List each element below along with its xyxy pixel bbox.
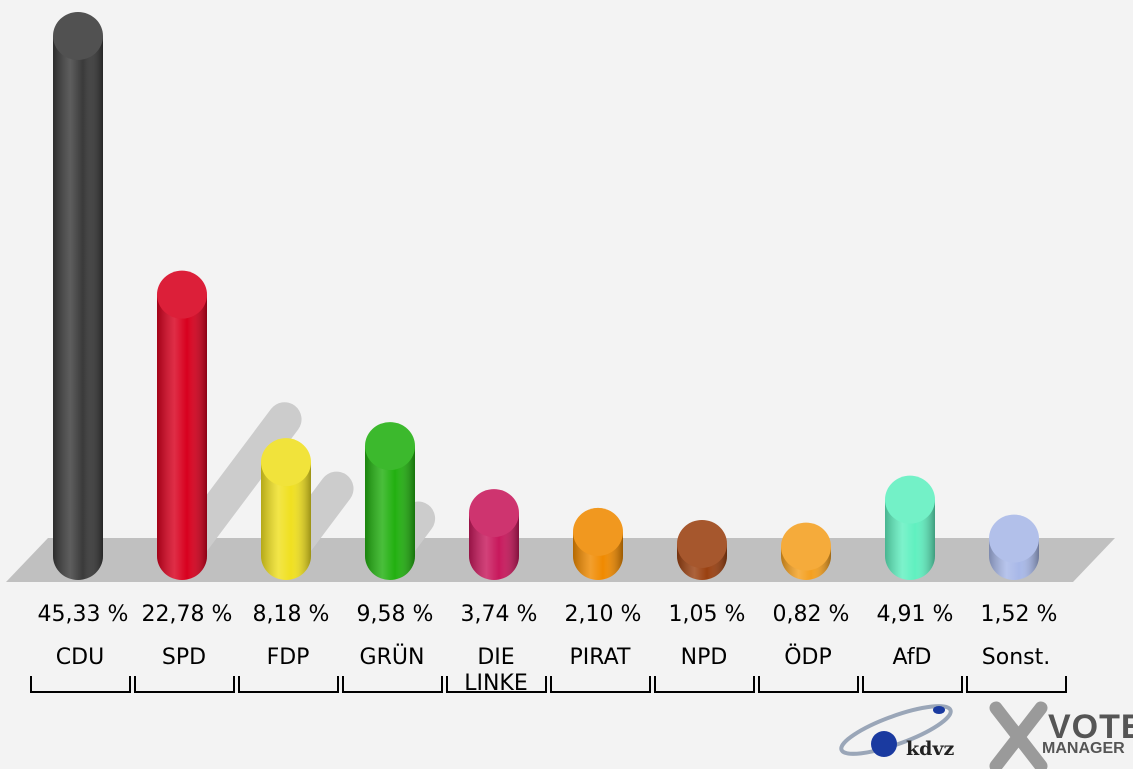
bar-pirat <box>573 507 623 580</box>
bar-sonst. <box>989 514 1039 580</box>
category-bracket-afd <box>862 676 963 693</box>
category-label-fdp: FDP <box>267 645 310 670</box>
value-label-grün: 9,58 % <box>357 602 434 627</box>
category-bracket-cdu <box>30 676 131 693</box>
category-label-die-linke: DIE <box>477 645 514 670</box>
category-label-grün: GRÜN <box>360 644 425 670</box>
value-label-pirat: 2,10 % <box>565 602 642 627</box>
category-bracket-sonst. <box>966 676 1067 693</box>
category-bracket-npd <box>654 676 755 693</box>
value-label-afd: 4,91 % <box>877 602 954 627</box>
value-label-die-linke: 3,74 % <box>461 602 538 627</box>
bar-npd <box>677 519 727 580</box>
category-bracket-spd <box>134 676 235 693</box>
votemanager-logo-manager: MANAGER <box>1042 740 1125 757</box>
category-label-afd: AfD <box>893 645 932 670</box>
category-label-npd: NPD <box>681 645 728 670</box>
value-label-spd: 22,78 % <box>142 602 233 627</box>
value-label-npd: 1,05 % <box>669 602 746 627</box>
value-label-ödp: 0,82 % <box>773 602 850 627</box>
value-label-sonst.: 1,52 % <box>981 602 1058 627</box>
bar-cdu <box>53 12 103 580</box>
category-bracket-fdp <box>238 676 339 693</box>
category-bracket-die-linke <box>446 676 547 693</box>
logo-area: kdvz VOTE MANAGER <box>836 700 1133 769</box>
kdvz-logo <box>839 701 1048 769</box>
category-bracket-pirat <box>550 676 651 693</box>
bar-spd <box>157 270 207 580</box>
value-label-cdu: 45,33 % <box>38 602 129 627</box>
category-label-pirat: PIRAT <box>570 645 631 670</box>
votemanager-logo-vote: VOTE <box>1048 708 1133 746</box>
category-bracket-ödp <box>758 676 859 693</box>
category-label-cdu: CDU <box>56 645 104 670</box>
category-label-ödp: ÖDP <box>784 644 832 670</box>
bar-die-linke <box>469 489 519 580</box>
value-label-fdp: 8,18 % <box>253 602 330 627</box>
category-bracket-grün <box>342 676 443 693</box>
bar-fdp <box>261 438 311 580</box>
bar-ödp <box>781 522 831 580</box>
bar-afd <box>885 475 935 580</box>
bar-grün <box>365 422 415 580</box>
category-label-spd: SPD <box>162 645 206 670</box>
kdvz-logo-text: kdvz <box>906 738 955 760</box>
category-label-sonst.: Sonst. <box>982 645 1050 670</box>
